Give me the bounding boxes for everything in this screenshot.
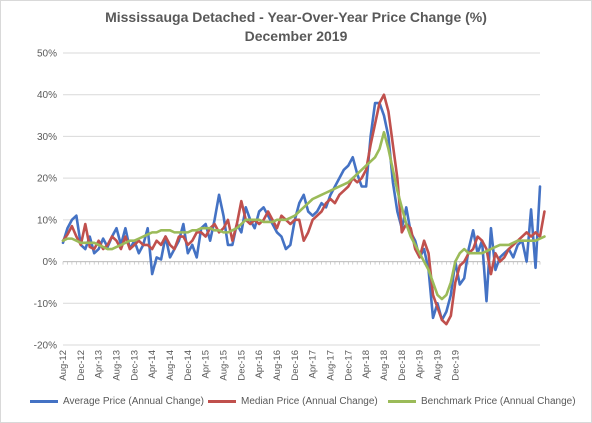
legend-item-benchmark-price: Benchmark Price (Annual Change) xyxy=(388,396,576,407)
x-tick-label: Aug-12 xyxy=(58,350,69,381)
legend-item-median-price: Median Price (Annual Change) xyxy=(208,396,378,407)
x-tick-label: Apr-15 xyxy=(201,350,212,379)
y-tick-label: 0% xyxy=(43,257,58,268)
y-tick-label: 10% xyxy=(37,215,57,226)
legend-label-average-price: Average Price (Annual Change) xyxy=(63,396,205,407)
series-line-average xyxy=(61,101,542,322)
legend-label-median-price: Median Price (Annual Change) xyxy=(241,396,378,407)
x-tick-label: Dec-16 xyxy=(290,350,301,381)
x-tick-label: Dec-14 xyxy=(183,350,194,381)
x-tick-label: Apr-13 xyxy=(94,350,105,379)
x-tick-label: Apr-16 xyxy=(254,350,265,379)
legend: Average Price (Annual Change) Median Pri… xyxy=(0,396,592,414)
x-tick-label: Aug-15 xyxy=(218,350,229,381)
x-tick-label: Dec-17 xyxy=(343,350,354,381)
legend-item-average-price: Average Price (Annual Change) xyxy=(30,396,204,407)
y-tick-label: -20% xyxy=(34,341,57,352)
x-tick-label: Aug-19 xyxy=(432,350,443,381)
y-tick-label: 40% xyxy=(37,90,57,101)
x-tick-label: Dec-12 xyxy=(76,350,87,381)
x-tick-label: Apr-18 xyxy=(361,350,372,379)
chart-subtitle: December 2019 xyxy=(244,28,348,44)
y-tick-label: 50% xyxy=(37,49,57,60)
x-tick-label: Apr-17 xyxy=(308,350,319,379)
series-line-median xyxy=(61,93,546,326)
series-line-benchmark xyxy=(61,130,546,301)
y-tick-label: 20% xyxy=(37,174,57,185)
legend-label-benchmark-price: Benchmark Price (Annual Change) xyxy=(421,396,576,407)
legend-swatch-average-price xyxy=(30,400,58,403)
x-tick-label: Aug-16 xyxy=(272,350,283,381)
y-tick-label: -10% xyxy=(34,299,57,310)
x-tick-label: Aug-14 xyxy=(165,350,176,381)
legend-swatch-median-price xyxy=(208,400,236,403)
x-tick-label: Dec-15 xyxy=(236,350,247,381)
x-tick-label: Apr-14 xyxy=(147,350,158,379)
x-tick-label: Dec-19 xyxy=(450,350,461,381)
x-tick-label: Aug-13 xyxy=(111,350,122,381)
chart-title: Mississauga Detached - Year-Over-Year Pr… xyxy=(105,9,487,25)
x-tick-label: Aug-18 xyxy=(379,350,390,381)
x-tick-label: Dec-18 xyxy=(397,350,408,381)
x-tick-label: Aug-17 xyxy=(325,350,336,381)
legend-swatch-benchmark-price xyxy=(388,400,416,403)
x-tick-label: Dec-13 xyxy=(129,350,140,381)
x-tick-label: Apr-19 xyxy=(415,350,426,379)
y-tick-label: 30% xyxy=(37,132,57,143)
